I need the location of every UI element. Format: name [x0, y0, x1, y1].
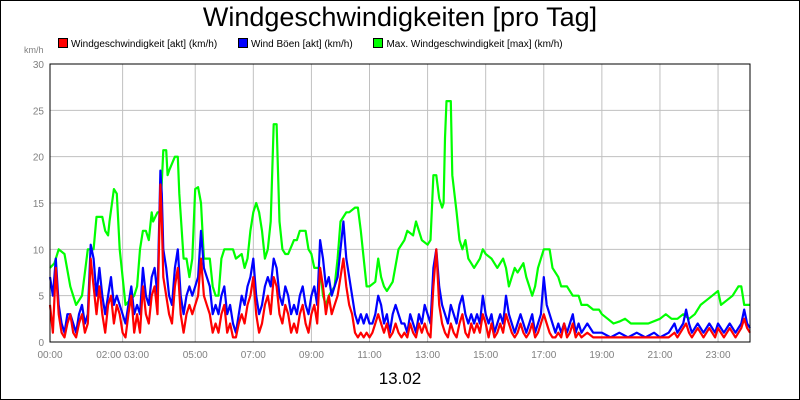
y-tick-label: 15 [33, 199, 45, 210]
y-axis-unit: km/h [24, 45, 44, 55]
date-label: 13.02 [378, 369, 422, 388]
legend-item-akt: Windgeschwindigkeit [akt] (km/h) [58, 38, 217, 50]
series-layer [48, 100, 751, 339]
y-tick-label: 10 [33, 245, 45, 256]
chart-title: Windgeschwindigkeiten [pro Tag] [202, 2, 598, 32]
chart-legend: Windgeschwindigkeit [akt] (km/h) Wind Bö… [58, 38, 581, 52]
y-tick-label: 5 [38, 292, 44, 303]
x-tick-label: 17:00 [531, 350, 556, 361]
series-line-2 [48, 183, 751, 339]
x-tick-label: 13:00 [415, 350, 440, 361]
series-line-1 [48, 169, 751, 339]
x-tick-label: 09:00 [299, 350, 324, 361]
x-tick-label: 19:00 [589, 350, 614, 361]
legend-item-max: Max. Windgeschwindigkeit [max] (km/h) [373, 38, 563, 50]
x-tick-label: 05:00 [183, 350, 208, 361]
x-tick-label: 23:00 [706, 350, 731, 361]
x-tick-label: 02:00 03:00 [96, 350, 149, 361]
legend-label: Wind Böen [akt] (km/h) [250, 39, 353, 50]
x-tick-label: 11:00 [357, 350, 382, 361]
legend-swatch-red [58, 38, 68, 48]
x-tick-label: 21:00 [647, 350, 672, 361]
legend-label: Windgeschwindigkeit [akt] (km/h) [71, 39, 218, 50]
y-tick-label: 30 [33, 60, 45, 71]
y-tick-label: 0 [38, 338, 44, 349]
y-axis-ticks: 0 5 10 15 20 25 30 [33, 60, 45, 349]
x-tick-label: 00:00 [37, 350, 62, 361]
plot-area-border [49, 63, 751, 343]
x-tick-label: 15:00 [473, 350, 498, 361]
legend-swatch-blue [237, 38, 248, 48]
legend-label: Max. Windgeschwindigkeit [max] (km/h) [386, 39, 563, 50]
y-tick-label: 20 [33, 153, 45, 164]
legend-swatch-green [373, 38, 384, 48]
series-line-0 [49, 100, 750, 325]
x-tick-label: 07:00 [241, 350, 266, 361]
x-axis-ticks: 00:00 02:00 03:00 05:00 07:00 09:00 11:00 13:0… [37, 350, 731, 361]
y-tick-label: 25 [33, 106, 45, 117]
legend-item-boeen: Wind Böen [akt] (km/h) [237, 38, 353, 50]
